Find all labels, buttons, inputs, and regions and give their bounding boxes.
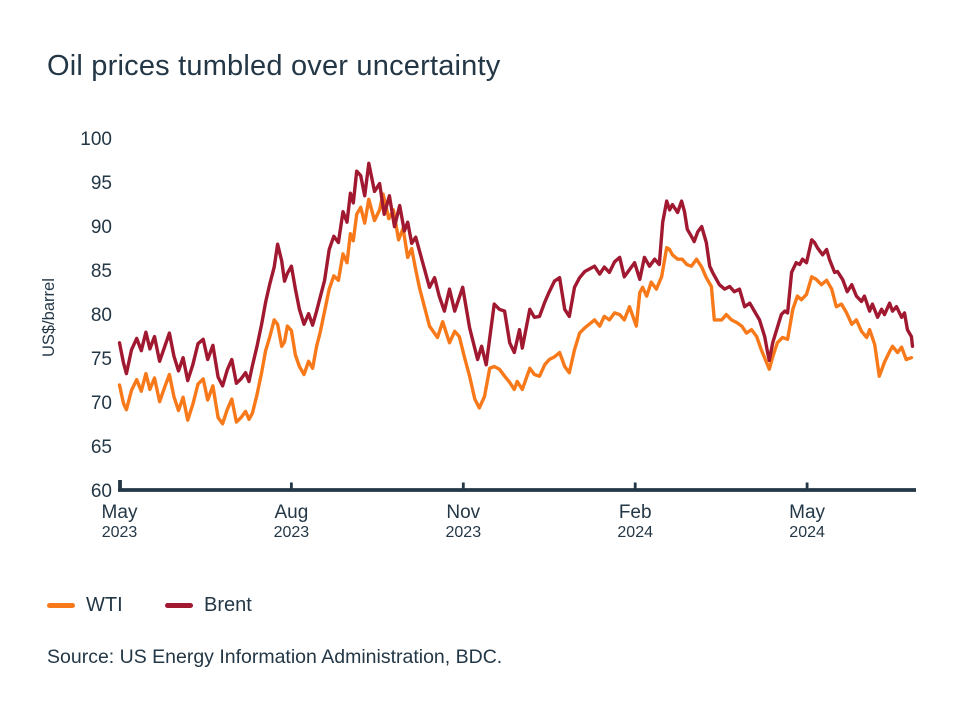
x-tick-month: Nov bbox=[446, 502, 481, 523]
x-tick-label-May-2023: May 2023 bbox=[75, 502, 165, 543]
x-tick-year: 2024 bbox=[789, 524, 825, 541]
wti-price-line bbox=[117, 192, 914, 426]
x-tick-label-Aug-2023: Aug 2023 bbox=[246, 502, 336, 543]
y-tick-label-90: 90 bbox=[90, 216, 112, 238]
y-tick-label-75: 75 bbox=[90, 348, 112, 370]
source-note: Source: US Energy Information Administra… bbox=[47, 646, 503, 668]
y-tick-label-70: 70 bbox=[90, 392, 112, 414]
brent-price-line bbox=[117, 161, 915, 388]
chart-legend: WTI Brent bbox=[0, 593, 960, 617]
brent-line-swatch bbox=[165, 602, 193, 608]
legend-item-wti: WTI bbox=[47, 593, 123, 617]
y-tick-label-60: 60 bbox=[90, 480, 112, 502]
legend-item-brent: Brent bbox=[165, 593, 252, 617]
y-tick-label-80: 80 bbox=[90, 304, 112, 326]
x-tick-year: 2023 bbox=[445, 524, 482, 541]
x-tick-year: 2023 bbox=[101, 524, 138, 541]
x-tick-month: May bbox=[789, 502, 826, 523]
y-tick-label-95: 95 bbox=[90, 172, 112, 194]
legend-label-brent: Brent bbox=[204, 593, 252, 616]
x-tick-year: 2023 bbox=[273, 524, 310, 541]
y-tick-label-85: 85 bbox=[90, 260, 112, 282]
x-tick-month: Feb bbox=[618, 502, 652, 523]
legend-label-wti: WTI bbox=[86, 593, 123, 616]
x-tick-label-Feb-2024: Feb 2024 bbox=[590, 502, 680, 543]
x-tick-year: 2024 bbox=[617, 524, 653, 541]
x-tick-month: May bbox=[101, 502, 138, 523]
y-axis-label: US$/barrel bbox=[40, 278, 58, 357]
y-tick-label-100: 100 bbox=[80, 128, 112, 150]
x-tick-label-Nov-2023: Nov 2023 bbox=[418, 502, 508, 543]
y-tick-label-65: 65 bbox=[90, 436, 112, 458]
chart-title: Oil prices tumbled over uncertainty bbox=[47, 50, 501, 82]
wti-line-swatch bbox=[47, 602, 75, 608]
x-tick-label-May-2024: May 2024 bbox=[762, 502, 852, 543]
x-tick-month: Aug bbox=[274, 502, 309, 523]
